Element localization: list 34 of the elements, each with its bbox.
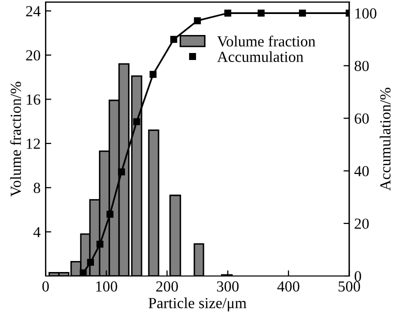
y2-tick-label: 100 [355,8,376,19]
point [96,240,104,248]
x-tick-label: 100 [96,281,118,292]
point [298,10,306,17]
point [170,36,178,43]
y2-tick-label: 60 [354,113,369,124]
y-tick-label: 16 [26,94,40,105]
point [150,70,157,78]
x-axis-title: Particle size/μm [148,297,246,312]
y2-tick-label: 40 [354,166,369,176]
x-tick-label: 300 [217,281,239,292]
y2-tick-label: 0 [354,271,362,282]
y-tick-label: 12 [26,138,40,149]
y2-axis-title: Accumulation/% [380,88,391,191]
point [133,118,140,126]
point [194,17,201,24]
legend-label: Volume fraction [217,36,316,47]
y-tick-label: 20 [26,50,40,61]
x-tick-label: 200 [156,281,178,292]
legend-label: Accumulation [217,51,304,62]
y2-tick-label: 20 [354,218,369,229]
point [258,10,265,17]
point [87,258,94,266]
y2-tick-label: 80 [354,60,369,72]
x-tick-label: 500 [338,281,360,292]
y-tick-label: 8 [34,182,40,194]
y-axis-title: Volume fraction/% [10,82,22,197]
point [106,210,114,218]
y-tick-label: 4 [33,227,40,238]
point [118,168,125,176]
y-tick-label: 24 [26,6,40,16]
x-tick-label: 400 [277,281,300,292]
x-tick-label: 0 [42,281,49,292]
point [224,10,232,17]
